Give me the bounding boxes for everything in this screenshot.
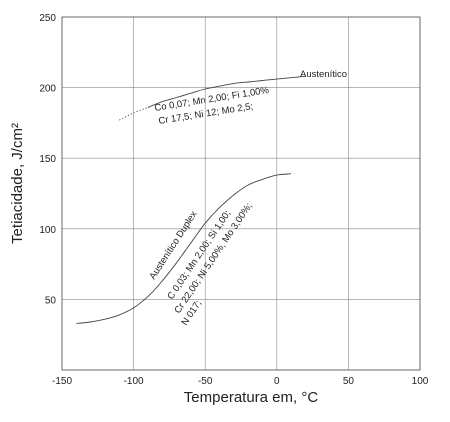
x-tick-label: 0 — [274, 376, 280, 387]
series-line-austenitico-dotted — [119, 106, 149, 121]
series-lines — [76, 75, 306, 324]
y-tick-label: 50 — [45, 295, 57, 306]
x-tick-label: 50 — [343, 376, 355, 387]
x-axis-title: Temperatura em, °C — [184, 389, 319, 406]
grid — [62, 17, 420, 370]
x-tick-label: 100 — [412, 376, 429, 387]
x-tick-label: -150 — [52, 376, 72, 387]
y-tick-label: 200 — [39, 84, 56, 95]
x-tick-label: -100 — [124, 376, 144, 387]
y-tick-label: 150 — [39, 154, 56, 165]
y-tick-label: 250 — [39, 13, 56, 24]
plot-frame — [61, 16, 421, 371]
y-axis-title: Tetiacidade, J/cm² — [9, 123, 26, 244]
series-label-austenitico: Austenítico — [300, 69, 347, 80]
tick-labels: -150 -100 -50 0 50 100 50 100 150 200 250 — [39, 13, 428, 387]
x-tick-label: -50 — [198, 376, 213, 387]
series-line-austenitico — [147, 75, 306, 108]
y-tick-label: 100 — [39, 225, 56, 236]
series-line-duplex — [76, 173, 292, 324]
